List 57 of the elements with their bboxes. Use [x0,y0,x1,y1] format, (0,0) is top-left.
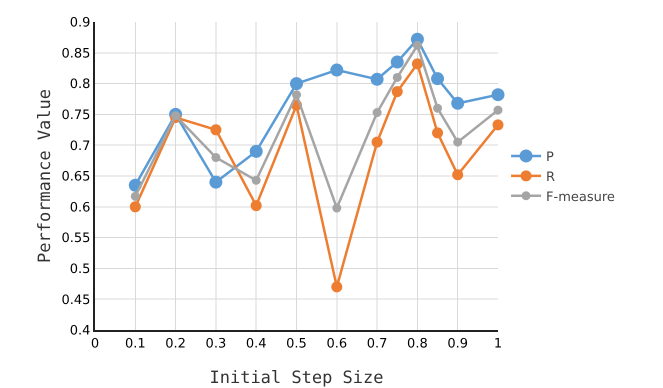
legend-label: R [546,170,556,185]
point [332,204,342,213]
x-tick-label: 0.6 [326,336,348,352]
point [370,72,384,86]
y-tick-label: 0.45 [61,292,90,308]
point [390,56,404,69]
y-tick-label: 0.7 [70,138,90,154]
point [250,144,263,158]
point [494,106,502,115]
point [290,77,303,90]
point [452,169,464,180]
point [433,104,442,113]
y-tick-label: 0.8 [70,77,90,92]
x-tick-label: 0.4 [246,336,267,352]
point [210,124,222,136]
point [372,108,382,118]
y-tick-label: 0.4 [70,324,90,339]
point [372,136,383,148]
y-tick-label: 0.6 [70,200,90,216]
point [412,40,422,50]
point [431,72,444,86]
x-tick-label: 0.9 [447,336,468,352]
x-tick-label: 1 [494,336,502,352]
point [331,281,342,292]
point [451,96,464,110]
point [330,64,344,77]
x-tick-label: 0 [90,336,100,352]
x-tick-label: 0.1 [124,336,146,352]
legend-label: P [546,150,554,166]
x-tick-label: 0.2 [165,336,186,352]
point [492,88,504,102]
y-tick-label: 0.9 [70,16,90,31]
point [209,176,222,189]
x-tick-label: 0.7 [366,336,388,352]
point [432,127,444,138]
y-tick-label: 0.5 [70,262,90,277]
x-axis-title: Initial Step Size [210,368,384,388]
x-tick-label: 0.5 [286,336,307,352]
point [252,176,261,185]
point [412,58,423,70]
point [130,201,141,212]
point [130,192,140,201]
point [453,138,462,147]
point [392,86,403,98]
y-axis-title: Performance Value [35,89,55,263]
y-tick-label: 0.75 [61,108,90,123]
x-tick-label: 0.8 [407,336,428,352]
point [492,119,504,130]
point [392,72,402,82]
point [292,90,301,100]
y-tick-label: 0.85 [61,46,90,62]
point [250,200,262,212]
point [211,153,220,162]
legend-label: F-measure [546,190,615,205]
y-tick-label: 0.55 [61,231,90,246]
y-tick-label: 0.65 [61,170,90,185]
x-tick-label: 0.3 [206,336,226,352]
